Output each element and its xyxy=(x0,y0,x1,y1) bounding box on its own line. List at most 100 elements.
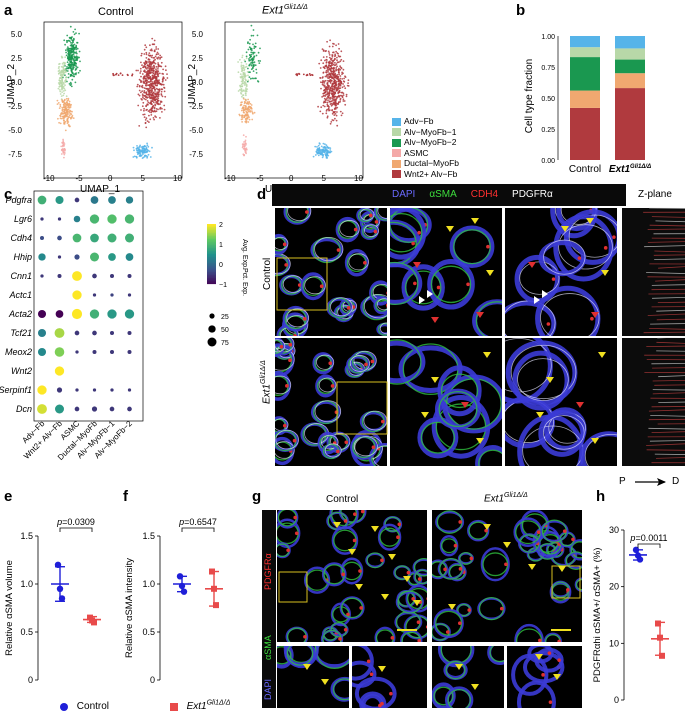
umap-point xyxy=(119,72,122,75)
gene-label: Pdgfra xyxy=(5,195,32,205)
dotplot-dot xyxy=(127,388,132,392)
zplane-trace xyxy=(654,250,685,253)
tissue-wall xyxy=(514,623,544,642)
umap-point xyxy=(70,41,72,44)
umap-point xyxy=(70,55,73,58)
umap-point xyxy=(257,60,260,62)
panel-label-g: g xyxy=(252,488,262,505)
umap-point xyxy=(322,142,325,145)
dotplot-dot xyxy=(73,215,81,223)
tissue-cell-red xyxy=(406,570,411,575)
umap-point xyxy=(326,76,328,78)
umap-point xyxy=(257,51,260,54)
umap-point xyxy=(316,146,318,148)
umap-point xyxy=(148,121,150,123)
umap-point xyxy=(325,154,327,157)
data-point xyxy=(178,582,186,590)
umap-point xyxy=(72,72,74,74)
tissue-wall-green xyxy=(390,261,419,306)
umap-point xyxy=(146,151,149,153)
tissue-wall xyxy=(569,539,582,561)
dotplot-dot xyxy=(109,349,115,355)
umap-point xyxy=(64,81,67,84)
umap-point xyxy=(331,45,334,48)
zplane-trace xyxy=(649,440,685,442)
umap-point xyxy=(340,91,343,94)
arrowhead-icon xyxy=(535,654,543,660)
axis-d: D xyxy=(672,476,680,487)
tissue-wall-white xyxy=(543,239,586,275)
umap-point xyxy=(154,90,156,92)
umap-point xyxy=(71,114,74,117)
umap-point xyxy=(72,47,75,49)
umap-point xyxy=(245,120,248,122)
umap-point xyxy=(60,95,63,97)
umap-point xyxy=(316,152,319,155)
umap-point xyxy=(241,69,244,72)
umap-point xyxy=(331,89,333,92)
umap-point xyxy=(255,54,258,57)
umap-point xyxy=(115,72,118,75)
umap-point xyxy=(137,104,140,107)
arrowhead-icon xyxy=(461,402,469,408)
umap-point xyxy=(339,87,342,89)
gene-label: Wnt2 xyxy=(11,366,32,376)
umap-point xyxy=(147,101,150,104)
umap-point xyxy=(66,70,69,72)
zplane-trace xyxy=(648,427,685,430)
umap-point xyxy=(242,97,245,100)
colorbar-tick: 2 xyxy=(219,222,223,229)
umap-point xyxy=(241,54,244,57)
umap-point xyxy=(252,29,255,31)
zplane-trace xyxy=(657,336,685,339)
data-point xyxy=(632,546,640,554)
colorbar-step xyxy=(207,270,216,273)
zplane-trace xyxy=(651,284,685,286)
size-legend-dot xyxy=(208,325,216,333)
data-point xyxy=(636,556,644,563)
ytick: 2.5 xyxy=(191,54,203,63)
umap-point xyxy=(56,99,59,102)
umap-point xyxy=(61,56,64,59)
umap-point xyxy=(148,87,151,90)
legend-label: Alv−MyoFb−1 xyxy=(404,126,457,137)
umap-point xyxy=(243,143,246,145)
umap-point xyxy=(240,76,242,79)
umap-point xyxy=(145,81,148,84)
tissue-wall xyxy=(361,694,384,708)
umap-point xyxy=(342,68,345,71)
xtick: 5 xyxy=(321,174,326,183)
tissue-wall-white xyxy=(364,224,380,237)
xtick: -10 xyxy=(224,174,236,183)
dotplot: PdgfraLgr6Cdh4HhipCnn1Actc1Acta2Tcf21Meo… xyxy=(0,190,248,462)
umap-point xyxy=(237,61,239,63)
umap-point xyxy=(74,59,76,62)
umap-point xyxy=(326,93,329,96)
umap-point xyxy=(302,73,305,76)
umap-point xyxy=(328,77,330,79)
zplane-trace xyxy=(649,224,685,227)
image-content xyxy=(432,510,582,642)
umap-point xyxy=(66,100,69,102)
data-point xyxy=(176,573,184,580)
umap-point xyxy=(152,85,155,88)
tissue-cell-red xyxy=(343,627,348,632)
dotplot-dot xyxy=(89,214,100,224)
dotplot-dot xyxy=(108,196,116,204)
tissue-wall-white xyxy=(353,436,378,457)
umap-point xyxy=(331,109,333,112)
zplane-trace xyxy=(649,328,685,330)
tissue-cell-red xyxy=(328,361,333,366)
tissue-cell-red xyxy=(426,576,427,578)
umap-point xyxy=(243,147,246,150)
umap-point xyxy=(245,51,248,54)
umap-point xyxy=(72,31,75,33)
umap-point xyxy=(252,43,254,46)
tissue-cell-red xyxy=(344,440,349,445)
tissue-cell-red xyxy=(303,634,307,639)
umap-point xyxy=(153,73,156,76)
umap-point xyxy=(328,109,330,112)
tissue-wall xyxy=(352,646,374,681)
umap-point xyxy=(328,100,331,103)
umap-point xyxy=(326,40,328,43)
